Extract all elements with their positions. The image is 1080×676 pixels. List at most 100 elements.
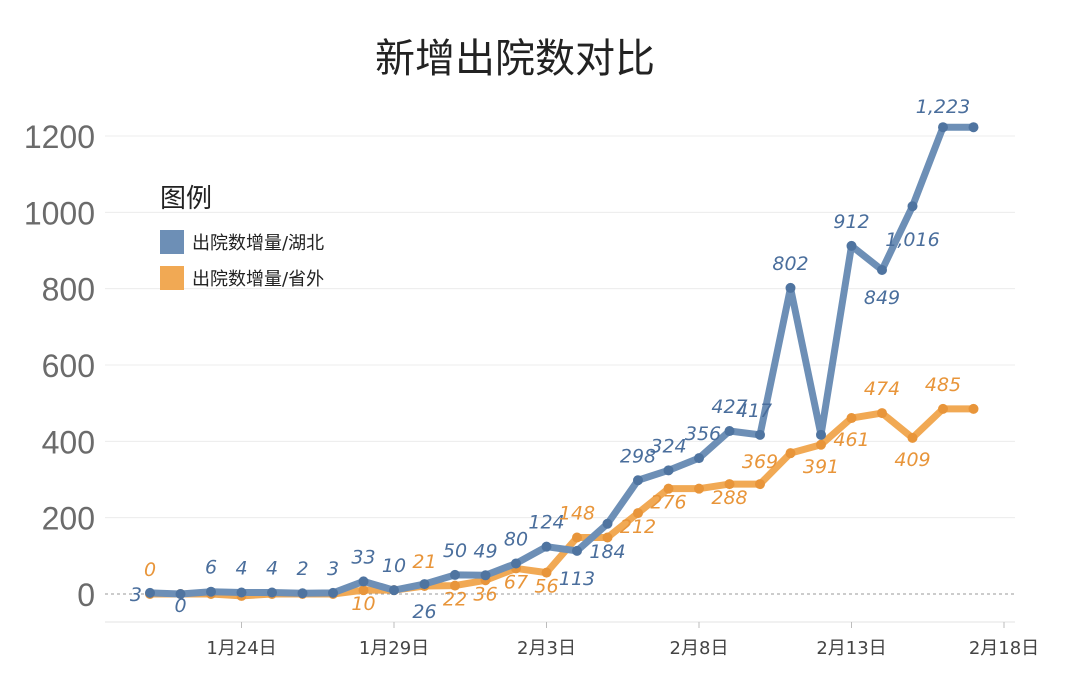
point-outside [846,413,857,424]
y-tick-label: 1200 [24,119,95,155]
data-label-hubei: 4 [235,557,247,579]
data-label-outside: 36 [473,583,497,605]
point-hubei [694,453,704,464]
data-label-hubei: 1,223 [916,96,970,118]
point-outside [358,585,369,596]
point-hubei [968,122,979,133]
y-tick-label: 600 [42,348,95,384]
point-outside [785,448,796,459]
series-line-hubei [146,123,977,598]
point-outside [450,580,460,591]
data-label-outside: 461 [833,429,869,451]
point-hubei [755,429,765,440]
legend-item-hubei[interactable]: 出院数增量/湖北 [160,229,324,255]
y-tick-label: 400 [42,424,95,460]
data-label-hubei: 124 [528,512,564,534]
point-hubei [541,541,552,552]
data-label-outside: 10 [351,593,375,615]
point-outside [968,403,979,414]
point-hubei [419,579,430,590]
point-hubei [389,585,399,596]
y-tick-label: 800 [42,272,95,308]
point-outside [907,432,918,443]
point-hubei [907,201,918,212]
data-label-hubei: 324 [650,435,686,457]
data-label-hubei: 802 [772,253,808,275]
point-hubei [450,569,460,580]
point-hubei [938,122,948,133]
data-label-outside: 485 [925,374,961,396]
data-label-hubei: 113 [559,568,595,590]
data-label-hubei: 1,016 [885,229,939,251]
data-label-outside: 276 [650,492,686,514]
point-hubei [480,570,491,581]
data-label-outside: 212 [620,516,656,538]
point-hubei [602,518,613,529]
data-label-hubei: 356 [685,423,721,445]
y-tick-label: 1000 [24,195,95,231]
data-label-outside: 0 [144,559,156,581]
data-label-hubei: 49 [473,540,497,562]
data-label-hubei: 6 [205,557,217,579]
point-hubei [785,282,796,293]
point-outside [816,439,826,450]
legend-swatch-outside [160,266,184,290]
data-label-hubei: 417 [736,400,772,422]
point-outside [724,479,735,490]
point-outside [877,408,887,419]
point-hubei [663,465,674,476]
x-tick-label: 2月18日 [969,638,1039,659]
legend: 图例 出院数增量/湖北 出院数增量/省外 [160,178,324,301]
y-tick-label: 200 [42,501,95,537]
data-label-hubei: 427 [711,396,747,418]
data-label-hubei: 2 [296,558,308,580]
data-label-hubei: 10 [382,555,406,577]
data-label-hubei: 3 [327,558,339,580]
legend-item-outside[interactable]: 出院数增量/省外 [160,265,324,291]
legend-title: 图例 [160,184,213,214]
data-label-hubei: 33 [351,546,375,568]
point-outside [694,483,704,494]
x-axis-ticks: 1月24日 1月29日 2月3日 2月8日 2月13日 2月18日 [206,622,1039,659]
data-label-hubei: 0 [174,595,186,617]
y-tick-label: 0 [77,577,95,613]
point-outside [602,532,613,543]
series-lines [145,122,979,601]
point-hubei [206,586,216,597]
data-label-outside: 288 [711,487,747,509]
x-tick-label: 1月24日 [206,638,276,659]
data-label-outside: 67 [504,571,528,593]
point-outside [755,479,765,490]
chart-title: 新增出院数对比 [375,36,655,82]
data-label-hubei: 4 [266,557,278,579]
x-tick-label: 2月13日 [816,638,886,659]
legend-swatch-hubei [160,230,184,254]
data-label-outside: 21 [412,551,436,573]
point-outside [633,508,643,519]
point-hubei [816,429,826,440]
data-label-outside: 369 [742,451,778,473]
point-outside [663,483,674,494]
data-label-outside: 22 [443,589,467,611]
legend-label-outside: 出院数增量/省外 [192,269,325,290]
x-tick-label: 2月3日 [517,638,576,659]
data-label-hubei: 50 [443,540,467,562]
point-hubei [297,588,308,599]
data-label-hubei: 184 [589,541,625,563]
point-hubei [236,587,247,598]
data-label-outside: 56 [534,576,558,598]
data-label-outside: 391 [803,456,839,478]
point-hubei [724,426,735,437]
x-tick-label: 2月8日 [670,638,729,659]
data-label-outside: 409 [894,449,930,471]
y-axis-ticks: 0 200 400 600 800 1000 1200 [24,119,95,613]
data-label-outside: 474 [864,378,900,400]
point-hubei [328,587,338,598]
point-hubei [267,587,277,598]
point-outside [938,403,948,414]
point-hubei [145,587,155,598]
data-label-hubei: 849 [864,287,900,309]
point-hubei [846,240,857,251]
